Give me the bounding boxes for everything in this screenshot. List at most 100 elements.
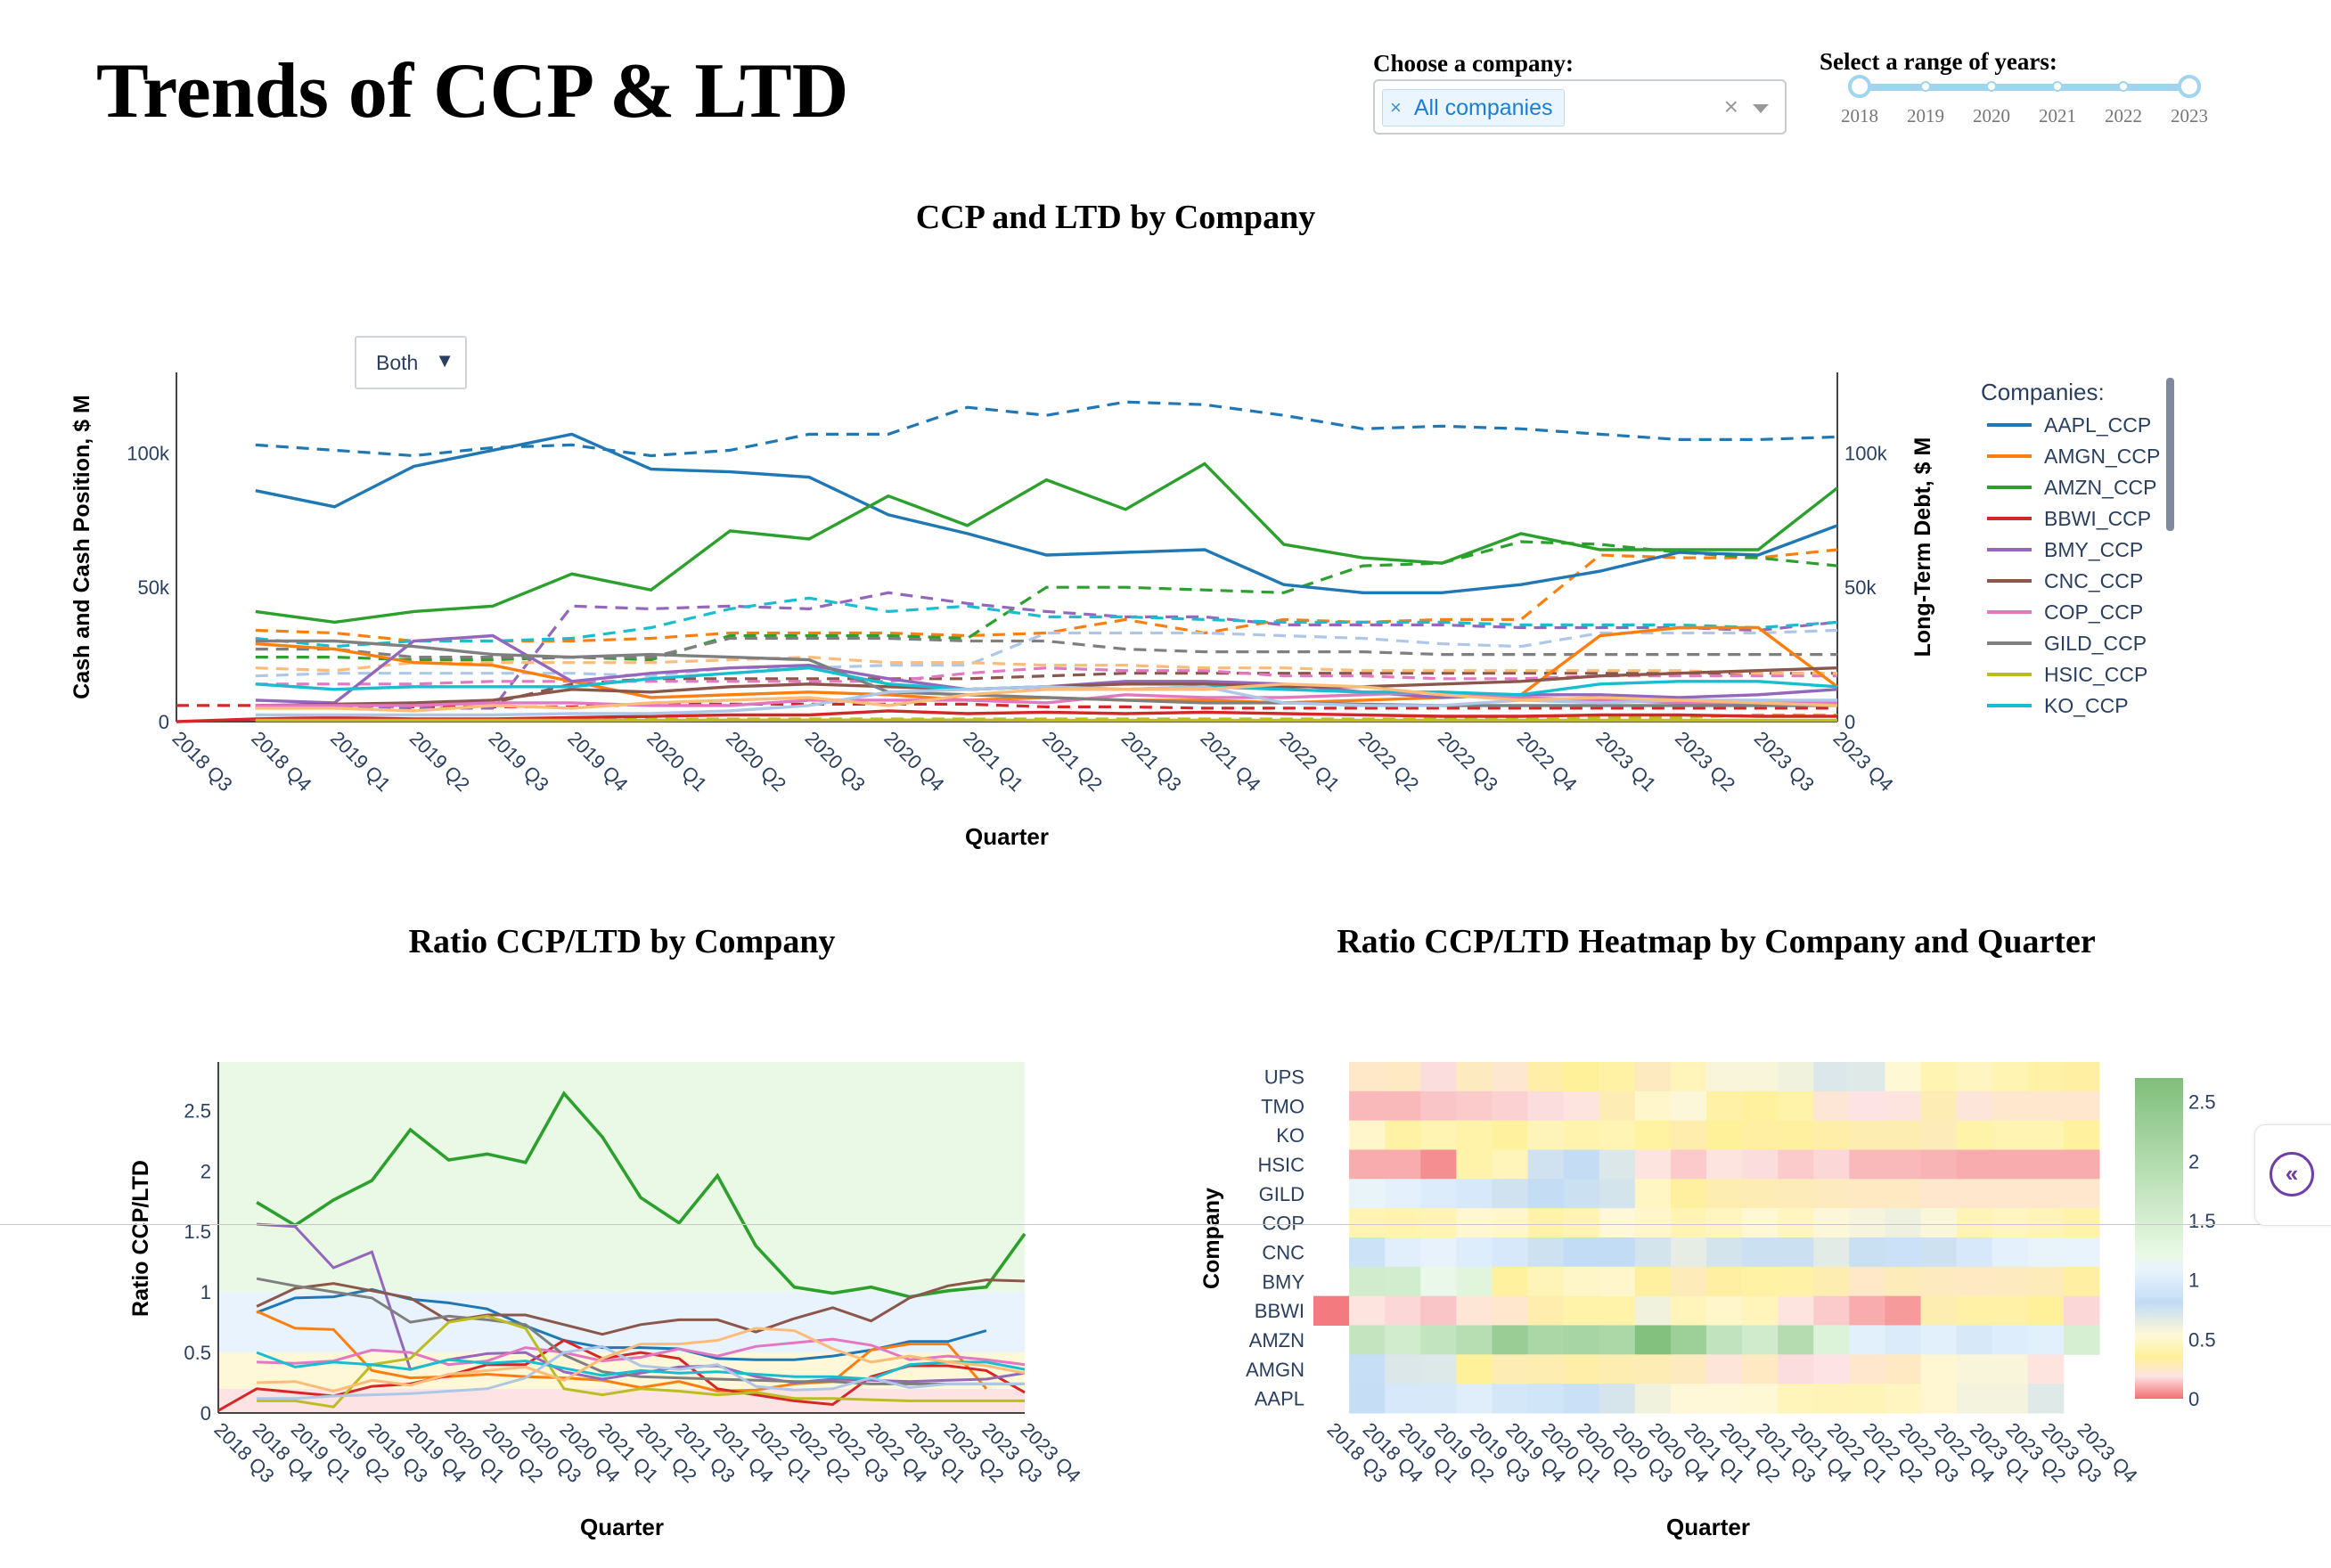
heatmap-cell [1563,1266,1600,1297]
x-tick-label: 2019 Q1 [326,727,395,796]
y-tick-label: COP [1262,1213,1305,1235]
heatmap-cell [1778,1266,1814,1297]
legend-scrollbar[interactable] [2166,378,2174,531]
y2-axis-title: Long-Term Debt, $ M [1910,437,1935,657]
heatmap-cell [2027,1120,2065,1150]
heatmap-cell [1492,1149,1529,1180]
colorbar-tick-label: 2 [2188,1150,2199,1172]
slider-handle[interactable] [1848,75,1871,98]
heatmap-cell [1778,1237,1814,1268]
divider-line [0,1224,2331,1225]
heatmap-cell [1992,1062,2029,1092]
heatmap-cell [2063,1325,2100,1355]
heatmap-cell [1527,1120,1565,1150]
heatmap-cell [1670,1295,1707,1326]
heatmap-cell [1956,1325,1993,1355]
heatmap-cell [1492,1354,1529,1384]
slider-dot[interactable] [2118,81,2129,92]
heatmap-cell [1385,1149,1421,1180]
chevron-down-icon[interactable] [1753,104,1769,113]
legend-entry: AAPL_CCP [2044,413,2151,437]
company-tag-label: All companies [1413,95,1553,120]
legend-entry: CNC_CCP [2044,569,2143,592]
heatmap-cell [1349,1266,1386,1297]
heatmap-cell [1420,1384,1457,1414]
heatmap-cell [1563,1325,1600,1355]
collapse-button[interactable]: « [2254,1124,2331,1226]
heatmap-cell [1920,1354,1958,1384]
heatmap-cell [1634,1295,1672,1326]
heatmap-cell [1992,1384,2029,1414]
slider-dot[interactable] [1986,81,1997,92]
heatmap-cell [1385,1354,1421,1384]
slider-mark-label: 2021 [2039,105,2076,127]
heatmap-cell [1992,1179,2029,1209]
year-range-slider[interactable]: 2018 2019 2020 2021 2022 2023 [1818,75,2219,137]
view-dropdown[interactable]: Both ▼ [355,336,467,389]
series-line-tmo-ccp [255,685,1837,717]
heatmap-cell [1992,1295,2029,1326]
slider-dot[interactable] [2052,81,2063,92]
y-axis-title: Company [1199,1188,1224,1289]
heatmap-cell [1492,1179,1529,1209]
y-tick-label: AAPL [1255,1388,1305,1410]
heatmap-cell [1920,1237,1958,1268]
heatmap-cell [1956,1149,1993,1180]
heatmap-cell [1420,1149,1457,1180]
y-tick-label: 100k [127,442,170,464]
y-axis-title: Cash and Cash Position, $ M [70,395,94,699]
y-tick-label: AMZN [1249,1329,1305,1352]
heatmap-cell [1492,1384,1529,1414]
legend-entry: AMZN_CCP [2044,476,2157,499]
heatmap-cell [2027,1325,2065,1355]
x-tick-label: 2021 Q2 [1038,727,1107,796]
heatmap-cell [1706,1266,1743,1297]
heatmap-cell [1634,1384,1672,1414]
y-tick-label: BMY [1262,1270,1305,1293]
x-tick-label: 2022 Q4 [1512,727,1581,796]
heatmap-cell [1456,1325,1493,1355]
tag-remove-icon[interactable]: × [1390,96,1402,118]
ratio-line-amzn [256,1090,1026,1299]
heatmap-cell [1670,1208,1707,1238]
ratio-heatmap[interactable]: UPS TMO KO HSIC GILD COP CNC BMY BBWI AMZN AMGN AAP… [1158,891,2331,1568]
series-line-ups-ltd [255,655,1837,675]
slider-handle[interactable] [2178,75,2201,98]
x-tick-label: 2020 Q4 [879,727,948,796]
x-tick-label: 2022 Q3 [1434,727,1502,796]
heatmap-cell [1385,1090,1421,1122]
heatmap-cell [1670,1090,1707,1122]
heatmap-cell [2027,1149,2065,1180]
y-tick-label: UPS [1264,1066,1305,1088]
legend-entry: HSIC_CCP [2044,663,2147,686]
heatmap-cell [1670,1354,1707,1384]
heatmap-cell [1563,1090,1600,1122]
heatmap-cell [2027,1295,2065,1326]
heatmap-cell [1813,1237,1850,1268]
legend-entry: COP_CCP [2044,600,2143,624]
company-tag[interactable]: × All companies [1382,89,1565,127]
heatmap-cell [1885,1384,1922,1414]
heatmap-cell [1920,1120,1958,1150]
heatmap-cell [1956,1090,1993,1122]
heatmap-cell [1492,1208,1529,1238]
legend-entry: KO_CCP [2044,694,2129,717]
y-tick-label: BBWI [1255,1300,1305,1322]
series-line-aapl-ccp [255,432,1838,594]
slider-dot[interactable] [1920,81,1931,92]
heatmap-cell [1420,1208,1457,1238]
company-select[interactable]: × All companies × [1373,79,1787,135]
y-tick-label: 2.5 [184,1099,211,1122]
heatmap-cell [1885,1208,1922,1238]
heatmap-cell [1563,1179,1600,1209]
heatmap-cell [1706,1295,1743,1326]
heatmap-cell [1670,1266,1707,1297]
heatmap-cell [1849,1325,1885,1355]
heatmap-cell [1420,1266,1457,1297]
heatmap-cell [1956,1179,1993,1209]
heatmap-cell [1527,1384,1565,1414]
clear-icon[interactable]: × [1723,93,1738,120]
heatmap-cell [1706,1354,1743,1384]
